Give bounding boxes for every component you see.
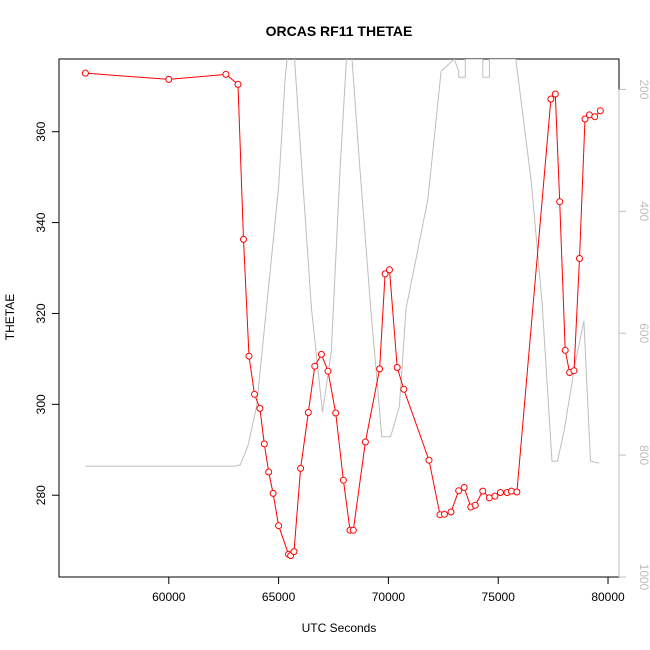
- data-point: [381, 270, 389, 278]
- data-point: [332, 409, 340, 417]
- data-point: [596, 107, 604, 115]
- data-point: [304, 409, 312, 416]
- y-axis-label: THETAE: [3, 294, 17, 340]
- data-point: [317, 350, 325, 358]
- y2-tick-label: 600: [637, 323, 650, 343]
- y2-tick-label: 200: [637, 79, 650, 99]
- data-point: [339, 476, 347, 484]
- data-point: [376, 365, 384, 373]
- data-point: [260, 440, 268, 448]
- series-line-right: [85, 59, 600, 467]
- x-tick-label: 75000: [482, 590, 516, 604]
- data-point: [245, 352, 253, 360]
- data-point: [496, 489, 504, 496]
- data-point: [471, 501, 479, 509]
- axes-layer: 60000 65000 70000 75000 80000 280 300 320 340 360…: [34, 79, 650, 604]
- data-point: [591, 113, 599, 121]
- data-point: [386, 266, 393, 274]
- x-axis-label: UTC Seconds: [302, 621, 377, 635]
- x-tick-label: 80000: [591, 590, 625, 604]
- data-point: [460, 484, 468, 491]
- data-point: [570, 367, 578, 375]
- x-tick-label: 65000: [262, 590, 296, 604]
- data-point: [349, 526, 357, 534]
- data-point: [507, 487, 515, 495]
- data-point: [547, 95, 555, 103]
- data-point: [297, 464, 305, 472]
- data-point: [234, 80, 242, 88]
- x-tick-label: 70000: [372, 590, 406, 604]
- data-point: [251, 390, 258, 398]
- y2-tick-label: 1000: [637, 564, 650, 591]
- data-point: [222, 70, 230, 78]
- data-point: [447, 508, 455, 516]
- y2-tick-label: 400: [637, 201, 650, 221]
- data-point: [165, 75, 173, 83]
- data-point: [479, 487, 487, 495]
- x-tick-label: 60000: [152, 590, 186, 604]
- y-tick-label: 320: [34, 303, 48, 323]
- series-layer: [81, 59, 604, 560]
- data-point: [256, 404, 264, 412]
- data-point: [311, 362, 319, 370]
- y2-tick-label: 800: [637, 445, 650, 465]
- data-point: [576, 255, 583, 262]
- plot-frame: [58, 58, 620, 578]
- data-point: [425, 456, 433, 464]
- data-point: [400, 385, 408, 393]
- y-tick-label: 360: [34, 121, 48, 141]
- data-point: [290, 548, 298, 556]
- data-point: [551, 90, 559, 98]
- data-point: [440, 510, 448, 518]
- data-point: [240, 235, 247, 243]
- data-point: [275, 522, 283, 530]
- data-point: [265, 468, 273, 476]
- data-point: [581, 115, 589, 123]
- data-point: [556, 198, 564, 206]
- series-right-axis: [85, 59, 600, 467]
- data-point: [491, 492, 499, 500]
- y-tick-label: 300: [34, 394, 48, 414]
- data-point: [455, 487, 463, 495]
- data-point: [393, 364, 401, 371]
- data-point: [513, 488, 521, 496]
- data-point: [269, 489, 277, 497]
- series-thetae: [81, 69, 604, 560]
- data-point: [324, 367, 332, 375]
- data-point: [361, 438, 369, 446]
- data-point: [561, 346, 569, 354]
- y-tick-label: 280: [34, 485, 48, 505]
- chart-title: ORCAS RF11 THETAE: [266, 23, 413, 39]
- y-tick-label: 340: [34, 212, 48, 232]
- data-point: [81, 69, 89, 77]
